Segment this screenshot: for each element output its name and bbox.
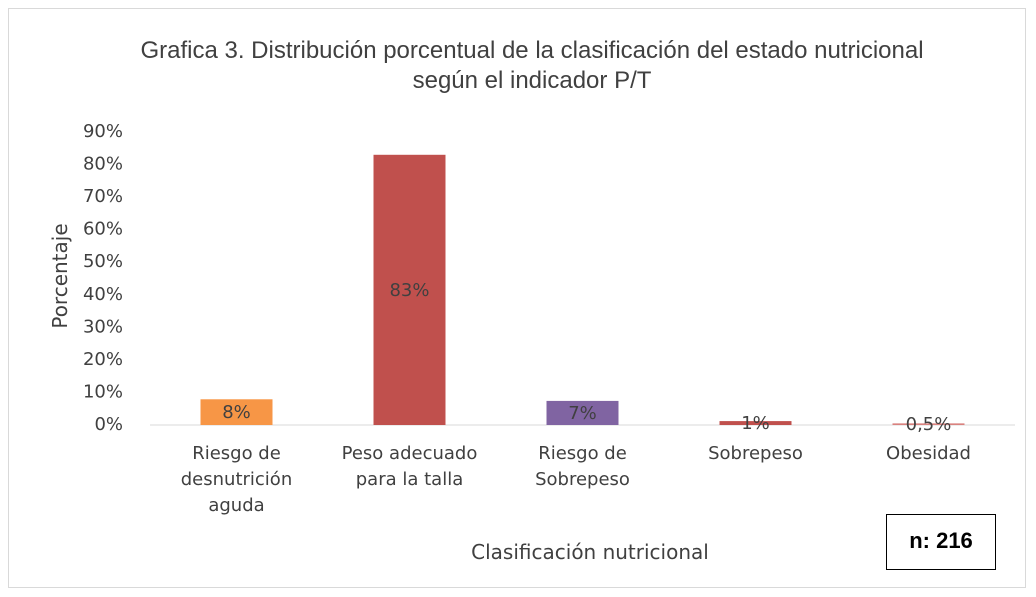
- bar: [546, 400, 619, 425]
- x-axis-label: Clasificación nutricional: [471, 540, 709, 564]
- value-label: 0,5%: [906, 414, 952, 435]
- chart-title: Grafica 3. Distribución porcentual de la…: [140, 37, 924, 94]
- value-label: 8%: [222, 402, 251, 423]
- bar: [892, 423, 965, 425]
- y-tick-label: 90%: [83, 121, 123, 142]
- x-tick-label: Obesidad: [886, 443, 971, 464]
- value-label: 7%: [568, 403, 597, 424]
- bar: [373, 154, 446, 426]
- bar: [719, 421, 792, 425]
- y-tick-label: 70%: [83, 186, 123, 207]
- annotation: n: 216: [886, 514, 996, 570]
- y-tick-label: 80%: [83, 154, 123, 175]
- y-axis-label: Porcentaje: [48, 223, 72, 329]
- bar: [200, 399, 273, 425]
- y-tick-label: 40%: [83, 284, 123, 305]
- x-tick-label: Riesgo de desnutrición aguda: [180, 443, 293, 516]
- y-tick-label: 60%: [83, 219, 123, 240]
- x-tick-label: Riesgo de Sobrepeso: [535, 443, 630, 490]
- y-tick-label: 0%: [94, 414, 123, 435]
- value-label: 83%: [389, 280, 429, 301]
- chart-frame: [8, 8, 1026, 588]
- y-tick-label: 20%: [83, 349, 123, 370]
- y-tick-label: 10%: [83, 381, 123, 402]
- y-tick-label: 30%: [83, 316, 123, 337]
- y-tick-label: 50%: [83, 251, 123, 272]
- x-tick-label: Peso adecuado para la talla: [341, 443, 478, 490]
- value-label: 1%: [741, 413, 770, 434]
- x-tick-label: Sobrepeso: [708, 443, 803, 464]
